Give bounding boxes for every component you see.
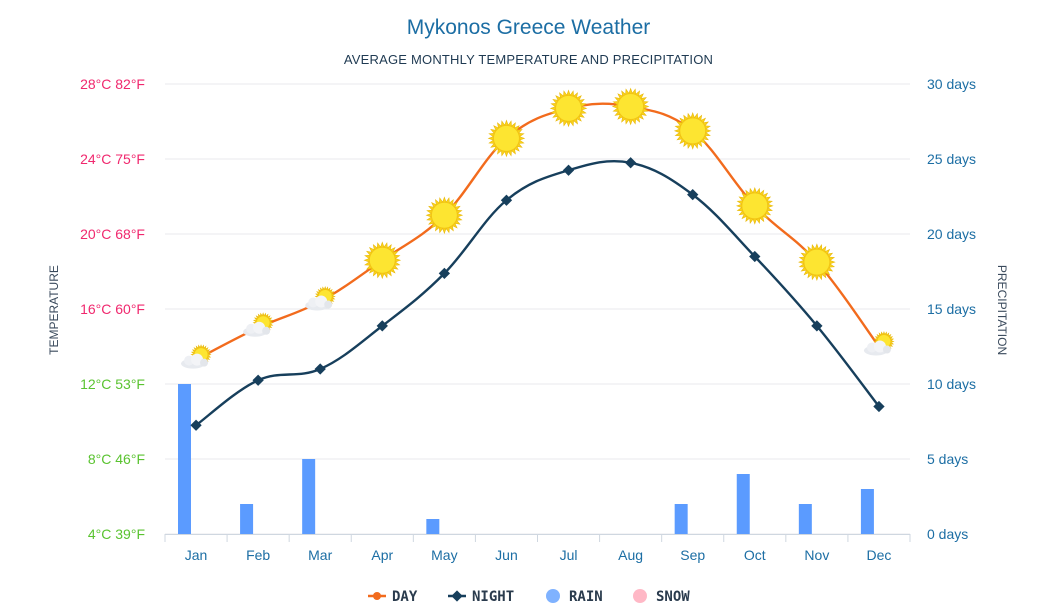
partly-cloudy-icon — [305, 285, 336, 311]
x-tick-label: Aug — [618, 547, 643, 563]
y-right-axis-title: PRECIPITATION — [995, 265, 1009, 355]
rain-bar — [240, 504, 254, 534]
night-point — [687, 188, 699, 201]
legend-marker-icon — [373, 592, 381, 600]
rain-bar — [860, 489, 874, 534]
cloud-shape — [181, 353, 209, 369]
chart-subtitle: AVERAGE MONTHLY TEMPERATURE AND PRECIPIT… — [343, 52, 714, 67]
day-series-line — [195, 102, 880, 361]
partly-cloudy-icon — [243, 312, 274, 337]
y-right-tick-label: 15 days — [927, 301, 976, 317]
legend-dot-icon — [633, 589, 647, 603]
night-point — [190, 419, 202, 431]
x-tick-label: Sep — [680, 547, 705, 563]
sun-disc — [741, 192, 769, 220]
legend-item-snow: SNOW — [633, 589, 690, 605]
x-tick-label: Jun — [495, 547, 518, 563]
legend-item-night: NIGHT — [448, 589, 514, 605]
legend-marker-icon — [451, 590, 463, 602]
y-left-tick-label: 28°C 82°F — [80, 76, 145, 92]
sun-icon — [611, 87, 650, 126]
sun-disc — [679, 117, 707, 145]
night-point — [252, 374, 264, 386]
night-point — [376, 320, 388, 332]
x-tick-label: Jul — [560, 547, 578, 563]
sun-disc — [492, 124, 520, 152]
sun-disc — [803, 248, 831, 276]
night-series-line — [195, 159, 880, 427]
rain-bar — [674, 504, 688, 534]
legend-label: SNOW — [656, 589, 690, 605]
rain-bar — [178, 384, 191, 534]
sun-icon — [549, 89, 588, 128]
night-point — [624, 157, 637, 169]
night-point — [873, 400, 885, 413]
partly-cloudy-icon — [181, 344, 212, 369]
x-tick-label: Oct — [744, 547, 766, 563]
sun-icon — [425, 196, 464, 235]
partly-cloudy-icon — [863, 330, 895, 356]
sun-icon — [798, 243, 836, 281]
y-right-tick-label: 0 days — [927, 526, 968, 542]
x-tick-label: Nov — [804, 547, 829, 563]
x-tick-label: Apr — [371, 547, 393, 563]
weather-icons — [181, 87, 895, 369]
y-right-tick-label: 20 days — [927, 226, 976, 242]
sun-icon — [673, 112, 712, 150]
y-left-tick-label: 8°C 46°F — [88, 451, 145, 467]
x-tick-label: Mar — [308, 547, 332, 563]
y-right-tick-label: 10 days — [927, 376, 976, 392]
y-right-tick-label: 5 days — [927, 451, 968, 467]
sun-icon — [735, 187, 774, 225]
x-tick-label: May — [431, 547, 457, 563]
sun-disc — [555, 94, 583, 122]
legend-item-day: DAY — [368, 589, 418, 605]
x-tick-label: Jan — [185, 547, 208, 563]
sun-disc — [430, 201, 458, 229]
rain-bar — [798, 504, 812, 534]
y-left-tick-label: 20°C 68°F — [80, 226, 145, 242]
night-point — [314, 363, 326, 375]
sun-icon — [487, 119, 526, 158]
legend-dot-icon — [546, 589, 560, 603]
y-left-tick-label: 4°C 39°F — [88, 526, 145, 542]
cloud-part — [882, 345, 891, 354]
legend-label: DAY — [392, 589, 418, 605]
legend-item-rain: RAIN — [546, 589, 603, 605]
cloud-part — [324, 300, 333, 309]
y-left-tick-label: 24°C 75°F — [80, 151, 145, 167]
rain-bar — [302, 459, 316, 534]
cloud-part — [262, 326, 271, 335]
sun-disc — [617, 93, 645, 120]
y-left-tick-label: 12°C 53°F — [80, 376, 145, 392]
y-left-axis-title: TEMPERATURE — [47, 265, 61, 355]
legend-label: NIGHT — [472, 589, 514, 605]
legend-label: RAIN — [569, 589, 603, 605]
rain-bar — [426, 519, 440, 534]
night-point — [749, 250, 761, 263]
sun-disc — [368, 246, 396, 274]
chart-title: Mykonos Greece Weather — [406, 16, 651, 39]
y-right-tick-label: 25 days — [927, 151, 976, 167]
cloud-part — [200, 358, 209, 367]
night-point — [438, 267, 451, 280]
night-point — [562, 164, 575, 176]
night-point — [500, 194, 513, 206]
y-left-tick-label: 16°C 60°F — [80, 301, 145, 317]
sun-icon — [363, 241, 402, 280]
night-point — [811, 320, 823, 332]
legend: DAY NIGHT RAIN SNOW — [368, 589, 690, 605]
x-tick-label: Feb — [246, 547, 270, 563]
rain-bar — [736, 474, 750, 534]
x-tick-label: Dec — [867, 547, 892, 563]
cloud-shape — [305, 295, 333, 311]
y-right-tick-label: 30 days — [927, 76, 976, 92]
cloud-shape — [863, 340, 891, 356]
cloud-shape — [243, 321, 271, 337]
